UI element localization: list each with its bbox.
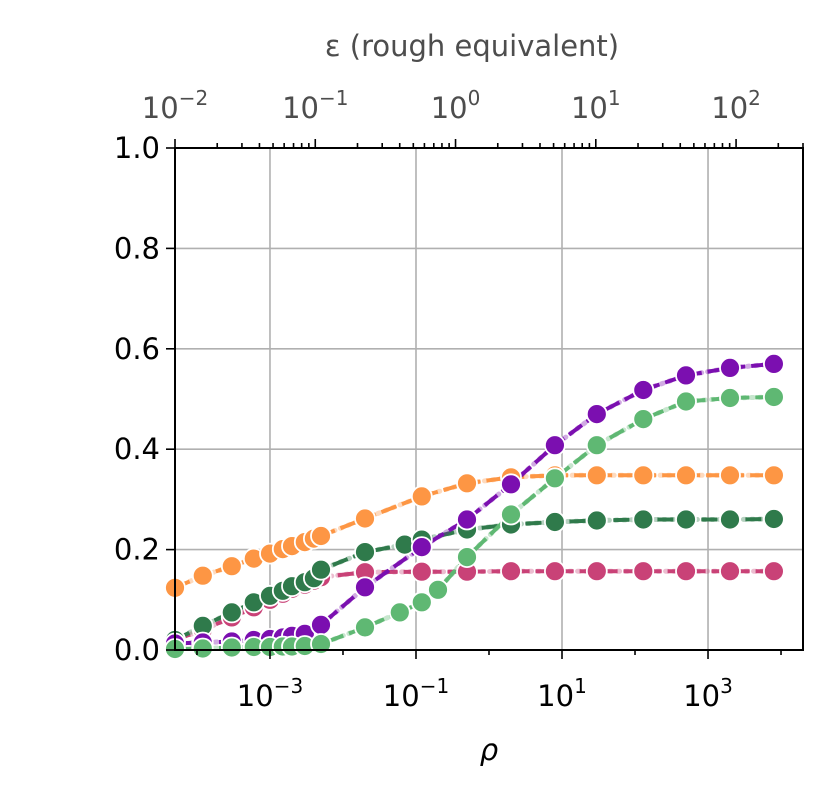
series-0-point [354,507,376,530]
series-3-point [456,508,478,531]
series-4-point [763,386,785,408]
series-1-point [500,560,522,583]
x-axis-title: ρ [480,733,499,767]
series-0-point [456,472,478,495]
series-0-point [763,464,785,487]
series-0-point [310,525,332,547]
top-x-tick-label: 10−1 [282,86,348,125]
series-3-point [719,356,741,379]
y-tick-label: 0.8 [114,231,160,265]
series-4-point [500,503,522,526]
axes: 0.0 0.2 0.4 0.6 0.8 1.0 10−3 10−1 101 103 10−2 10−1… [114,86,804,713]
series-4-point [191,637,214,660]
top-x-tick-label: 100 [431,86,481,125]
series-0-line [175,473,774,590]
y-tick-label: 0.4 [114,432,160,466]
series-0-point [220,555,243,578]
series-2-point [544,511,566,533]
series-2-point [632,508,655,531]
series-1-point [763,560,785,583]
series-1-point [585,560,608,583]
series-2-point [719,508,741,531]
series-2-point [354,541,376,563]
series-4-point [220,636,243,659]
series-0-point [410,485,433,508]
series-3-point [763,352,785,375]
series-3-point [410,536,433,558]
x-tick-label: 101 [537,674,587,713]
series-1-point [719,560,741,583]
series-3-point [585,403,608,426]
series-1-point [544,560,566,583]
top-x-tick-label: 102 [711,86,761,125]
series-4-point [456,546,478,568]
series-4-point [719,387,741,409]
series-3-point [310,614,332,636]
y-tick-label: 1.0 [114,131,160,165]
series-2-point [220,601,243,624]
y-tick-label: 0.2 [114,533,160,567]
top-x-tick-label: 10−2 [142,86,208,125]
y-tick-label: 0.6 [114,332,160,366]
x-tick-label: 103 [683,674,733,713]
series-3-point [632,379,655,401]
series-4-point [544,467,566,490]
series-2-point [675,508,697,531]
series-3-point [354,576,376,599]
series-4-point [675,390,697,413]
series-2-point [763,508,785,530]
series-1-point [410,560,433,583]
series-1-point [632,560,655,583]
series-4-point [388,601,411,624]
series-3-point [500,473,522,496]
y-tick-label: 0.0 [114,633,160,667]
marker-group [164,352,785,660]
series-0-point [191,564,214,587]
series-4-point [632,408,655,431]
x-tick-label: 10−1 [383,674,449,713]
top-x-tick-label: 101 [571,86,621,125]
series-2-point [585,509,608,532]
series-0-point [585,464,608,487]
series-4-point [410,591,433,614]
series-3-point [675,364,697,387]
series-1-point [675,560,697,583]
series-2-point [310,558,332,581]
series-4-point [585,434,608,457]
top-x-axis-title: ε (rough equivalent) [325,29,619,63]
series-0-point [675,464,697,487]
series-4-point [427,578,449,601]
series-0-point [632,464,655,487]
series-3-point [544,434,566,457]
series-4-point [354,616,376,639]
x-tick-label: 10−3 [237,674,303,713]
series-0-point [719,464,741,487]
